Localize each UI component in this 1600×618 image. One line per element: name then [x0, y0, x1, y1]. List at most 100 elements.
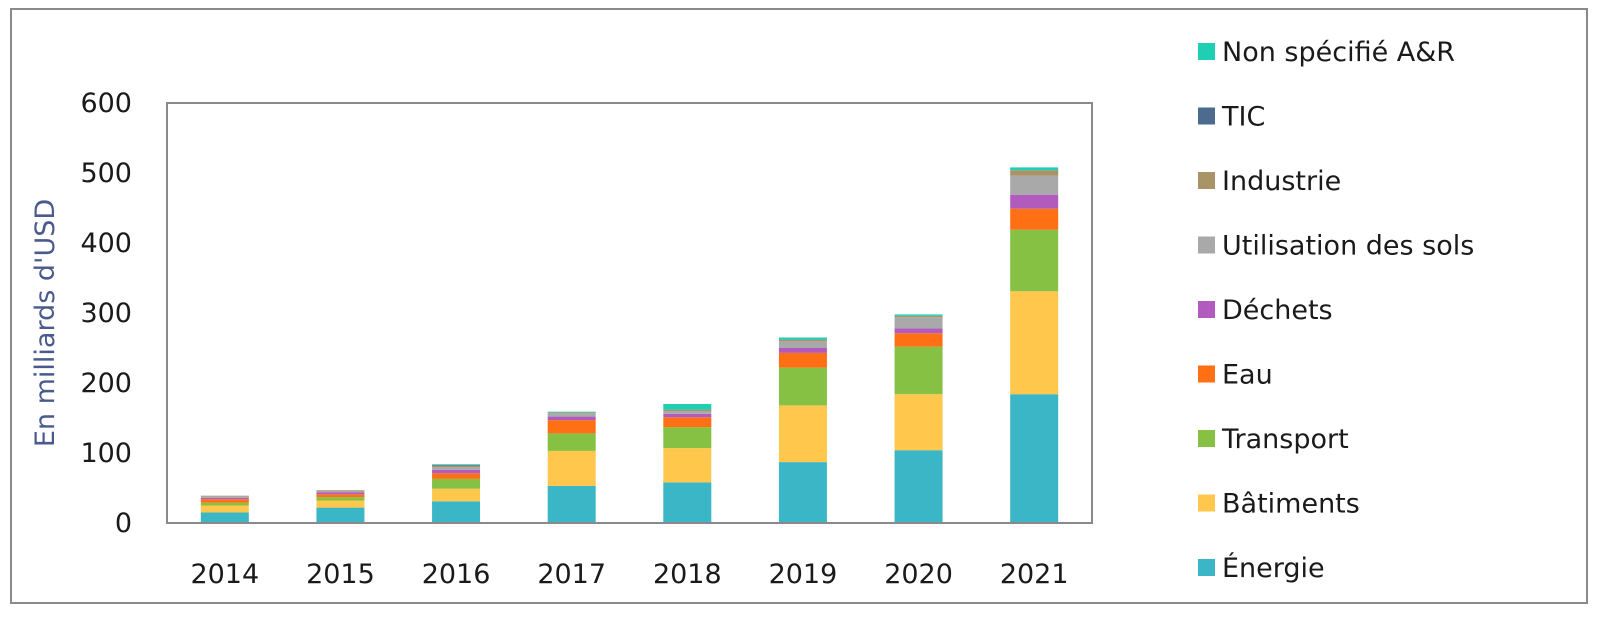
bar-segment: [894, 450, 943, 523]
x-tick-label: 2018: [653, 559, 722, 590]
x-tick-label: 2019: [769, 559, 838, 590]
y-tick-label: 0: [115, 508, 132, 539]
bar-segment: [778, 341, 827, 348]
legend-swatch: [1198, 301, 1215, 318]
bar-segment: [200, 495, 249, 497]
bar-segment: [432, 478, 481, 489]
legend-item: Bâtiments: [1198, 489, 1360, 520]
plot-area-border: [166, 102, 1093, 524]
bar-segment: [432, 465, 481, 467]
bar-segment: [547, 433, 596, 451]
bar-segment: [663, 413, 712, 418]
stacked-bar-chart: En milliards d'USD 0 100 200 300 400 500 600 2…: [30, 37, 1474, 590]
y-tick-label: 300: [80, 298, 132, 329]
bar-segment: [1010, 229, 1059, 292]
bar-segment: [547, 416, 596, 421]
legend: Non spécifié A&R TIC Industrie Utilisation …: [1198, 37, 1474, 584]
legend-swatch: [1198, 430, 1215, 447]
bar-segment: [316, 494, 365, 498]
legend-label: Déchets: [1222, 295, 1333, 326]
y-tick-label: 600: [80, 88, 132, 119]
x-tick-label: 2017: [537, 559, 606, 590]
bar-segment: [200, 496, 249, 498]
bar-segment: [663, 427, 712, 449]
bar-segment: [894, 333, 943, 347]
bar-segment: [432, 464, 481, 466]
legend-item: Énergie: [1198, 552, 1325, 584]
bar-segment: [778, 405, 827, 463]
bar-segment: [894, 317, 943, 329]
bar-segment: [1010, 394, 1059, 523]
bar-segment: [894, 328, 943, 334]
bar-segment: [778, 348, 827, 353]
bar-segment: [778, 367, 827, 406]
y-axis-ticks: 0 100 200 300 400 500 600: [80, 88, 132, 539]
chart-frame: En milliards d'USD 0 100 200 300 400 500 600 2…: [10, 8, 1588, 604]
bar-segment: [1010, 208, 1059, 230]
legend-item: Non spécifié A&R: [1198, 37, 1455, 68]
bar-segment: [778, 462, 827, 523]
bar-segment: [663, 417, 712, 428]
bar-segment: [547, 411, 596, 413]
x-tick-label: 2021: [1000, 559, 1069, 590]
legend-label: Bâtiments: [1222, 489, 1360, 520]
bar-segment: [778, 352, 827, 368]
bar-segment: [432, 467, 481, 470]
x-tick-label: 2016: [422, 559, 491, 590]
bar-segment: [316, 490, 365, 493]
legend-label: Transport: [1221, 424, 1349, 455]
x-tick-label: 2015: [306, 559, 375, 590]
legend-label: Eau: [1222, 360, 1273, 391]
legend-swatch: [1198, 559, 1215, 576]
legend-label: Énergie: [1222, 552, 1325, 584]
legend-item: Transport: [1198, 424, 1349, 455]
y-tick-label: 200: [80, 368, 132, 399]
bar-segment: [432, 464, 481, 465]
bar-segment: [1010, 291, 1059, 395]
legend-swatch: [1198, 236, 1215, 254]
bar-segment: [663, 482, 712, 523]
bars: [200, 167, 1059, 523]
bar-segment: [547, 413, 596, 417]
bar-segment: [200, 499, 249, 503]
bar-segment: [200, 497, 249, 500]
bar-segment: [316, 492, 365, 495]
legend-item: Eau: [1198, 360, 1273, 391]
legend-item: Déchets: [1198, 295, 1333, 326]
x-axis-ticks: 2014 2015 2016 2017 2018 2019 2020 2021: [190, 559, 1068, 590]
bar-segment: [200, 512, 249, 523]
bar-segment: [316, 490, 365, 491]
legend-item: TIC: [1198, 102, 1265, 133]
bar-segment: [547, 412, 596, 414]
bar-segment: [200, 502, 249, 506]
bar-segment: [316, 497, 365, 501]
y-tick-label: 400: [80, 228, 132, 259]
bar-segment: [432, 473, 481, 479]
y-axis-title: En milliards d'USD: [30, 199, 61, 447]
y-tick-label: 500: [80, 158, 132, 189]
bar-segment: [894, 394, 943, 451]
bar-segment: [1010, 175, 1059, 195]
legend-swatch: [1198, 365, 1215, 383]
bar-segment: [894, 346, 943, 395]
bar-segment: [1010, 170, 1059, 176]
legend-item: Utilisation des sols: [1198, 231, 1474, 262]
bar-segment: [316, 507, 365, 523]
bar-segment: [663, 448, 712, 483]
bar-segment: [1010, 167, 1059, 171]
legend-label: Utilisation des sols: [1222, 231, 1474, 262]
bar-segment: [778, 339, 827, 341]
bar-segment: [432, 469, 481, 474]
bar-segment: [663, 411, 712, 414]
bar-segment: [663, 404, 712, 410]
bar-segment: [547, 420, 596, 434]
legend-swatch: [1198, 172, 1215, 189]
bar-segment: [1010, 194, 1059, 209]
bar-segment: [547, 485, 596, 523]
x-tick-label: 2020: [884, 559, 953, 590]
legend-swatch: [1198, 494, 1215, 512]
x-tick-label: 2014: [190, 559, 259, 590]
bar-segment: [200, 505, 249, 513]
legend-swatch: [1198, 107, 1215, 125]
legend-label: Industrie: [1222, 166, 1341, 197]
